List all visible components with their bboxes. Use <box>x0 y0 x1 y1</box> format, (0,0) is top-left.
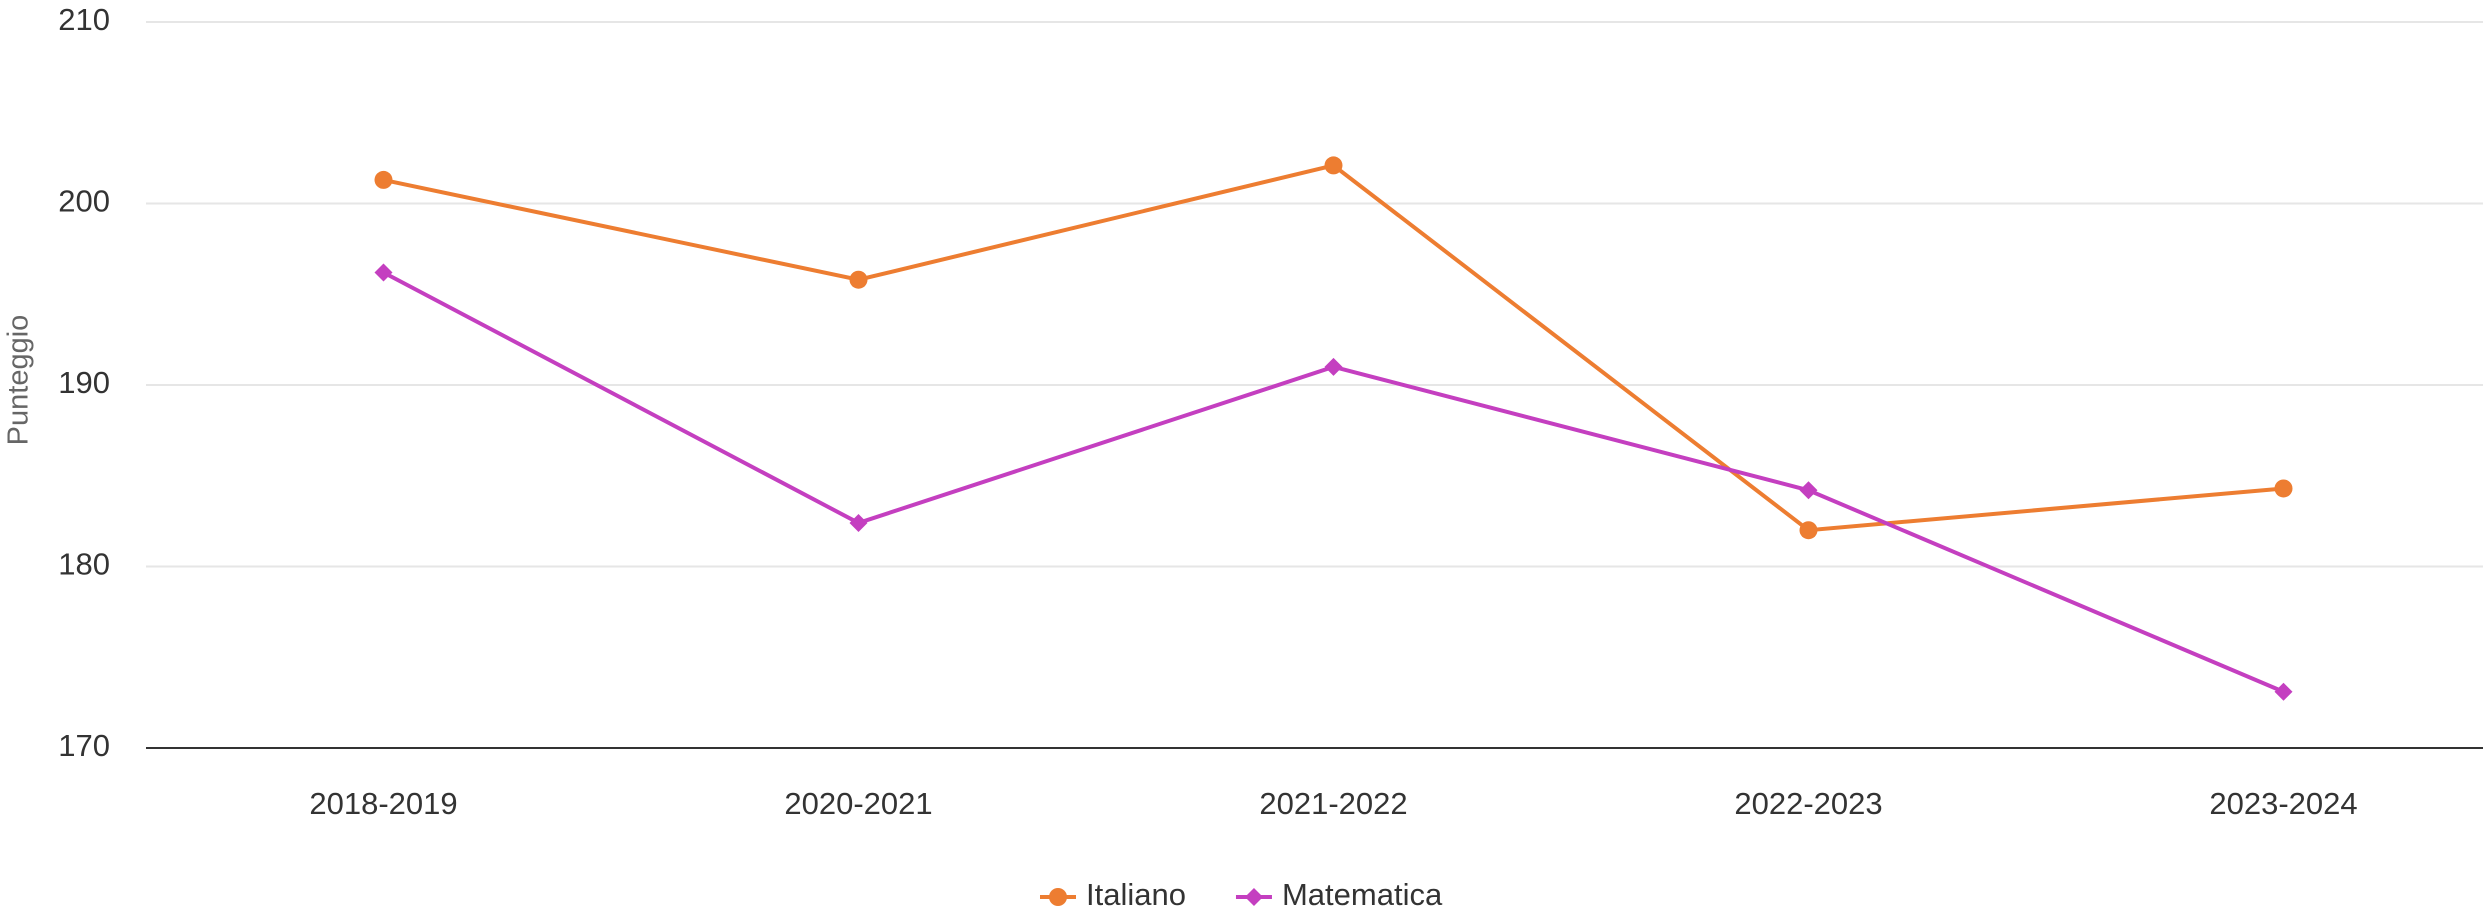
x-tick-label: 2022-2023 <box>1734 786 1882 821</box>
data-point <box>1324 156 1343 175</box>
data-point <box>849 270 868 289</box>
legend-marker <box>1049 888 1067 906</box>
y-tick-label: 170 <box>58 728 110 763</box>
y-tick-label: 200 <box>58 184 110 219</box>
series-line <box>383 163 2284 533</box>
y-tick-label: 190 <box>58 365 110 400</box>
series-line <box>382 270 2285 694</box>
legend-item: Matematica <box>1235 877 1443 912</box>
legend-label: Matematica <box>1282 877 1443 912</box>
x-tick-label: 2021-2022 <box>1259 786 1407 821</box>
y-tick-label: 210 <box>58 2 110 37</box>
x-tick-label: 2020-2021 <box>784 786 932 821</box>
data-point <box>374 170 393 189</box>
data-point <box>849 513 868 532</box>
x-tick-label: 2018-2019 <box>309 786 457 821</box>
legend-label: Italiano <box>1086 877 1186 912</box>
legend-marker <box>1244 888 1263 906</box>
legend-item: Italiano <box>1040 877 1186 912</box>
x-tick-label: 2023-2024 <box>2209 786 2357 821</box>
data-point <box>2274 682 2293 701</box>
data-point <box>1324 357 1343 376</box>
data-point <box>1799 521 1818 540</box>
y-axis-title: Punteggio <box>3 315 35 446</box>
data-point <box>374 263 393 282</box>
data-point <box>1799 481 1818 500</box>
y-tick-label: 180 <box>58 547 110 582</box>
data-point <box>2274 479 2293 498</box>
